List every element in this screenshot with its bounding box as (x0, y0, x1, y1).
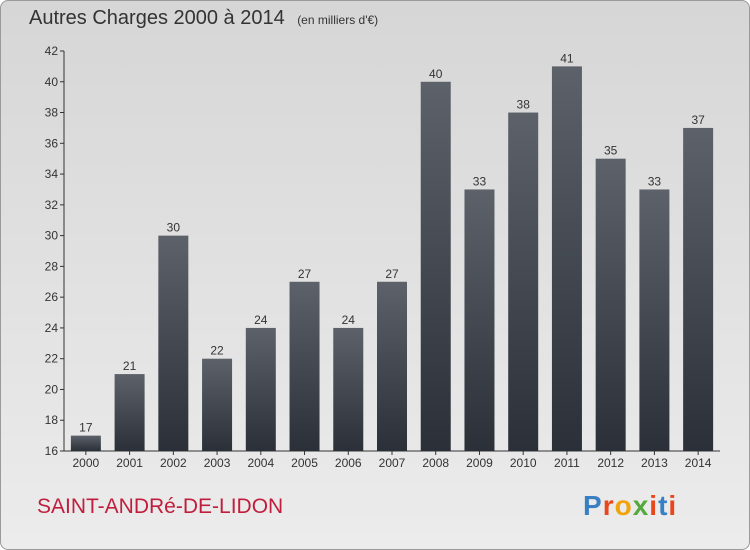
commune-name: SAINT-ANDRé-DE-LIDON (37, 495, 284, 518)
bar-2002 (158, 235, 189, 451)
bar-2004 (245, 327, 276, 451)
x-tick-label-2002: 2002 (160, 456, 187, 470)
data-label-2014: 37 (691, 113, 705, 127)
bar-2010 (508, 112, 539, 452)
data-labels: 17 21 30 22 24 27 24 27 40 33 38 41 35 33 37 (79, 51, 705, 434)
data-label-2012: 35 (604, 144, 618, 158)
x-tick-label-2003: 2003 (204, 456, 231, 470)
chart-subtitle: (en milliers d'€) (297, 13, 379, 27)
bar-2007 (377, 281, 407, 451)
bar-2011 (551, 66, 582, 451)
bar-2009 (464, 189, 495, 451)
brand-letter: x (632, 490, 650, 521)
bar-2005 (289, 281, 320, 451)
x-tick-label-2014: 2014 (685, 456, 712, 470)
bar-2003 (202, 358, 233, 451)
y-tick-label: 16 (45, 444, 59, 458)
data-label-2011: 41 (560, 51, 574, 65)
bar-2014 (683, 127, 714, 451)
data-label-2009: 33 (473, 174, 487, 188)
y-tick-label: 34 (45, 167, 59, 181)
x-tick-label-2005: 2005 (291, 456, 318, 470)
data-label-2003: 22 (210, 344, 224, 358)
bar-2012 (595, 158, 626, 451)
y-tick-label: 24 (45, 321, 59, 335)
x-tick-label-2007: 2007 (379, 456, 406, 470)
chart-title: Autres Charges 2000 à 2014 (29, 7, 285, 29)
bar-2000 (70, 435, 101, 451)
x-tick-label-2012: 2012 (597, 456, 624, 470)
bars (70, 66, 714, 452)
x-axis: 2000 2001 2002 2003 2004 2005 2006 2007 2008 2009… (73, 451, 712, 470)
y-tick-label: 26 (45, 290, 59, 304)
bar-2006 (333, 327, 364, 451)
data-label-2010: 38 (517, 98, 531, 112)
x-tick-label-2006: 2006 (335, 456, 362, 470)
data-label-2013: 33 (648, 174, 662, 188)
x-tick-label-2008: 2008 (422, 456, 449, 470)
proxiti-logo: Proxiti (583, 490, 677, 522)
brand-letter: i (649, 490, 659, 521)
y-tick-label: 30 (45, 229, 59, 243)
data-label-2001: 21 (123, 359, 137, 373)
data-label-2006: 24 (342, 313, 356, 327)
x-tick-label-2009: 2009 (466, 456, 493, 470)
brand-letter: t (658, 490, 669, 521)
y-tick-label: 28 (45, 259, 59, 273)
data-label-2007: 27 (385, 267, 399, 281)
brand-letter: o (614, 490, 633, 521)
data-label-2002: 30 (167, 221, 181, 235)
x-tick-label-2010: 2010 (510, 456, 537, 470)
x-tick-label-2001: 2001 (116, 456, 143, 470)
bar-2008 (420, 81, 451, 452)
data-label-2008: 40 (429, 67, 443, 81)
x-tick-label-2011: 2011 (554, 456, 580, 470)
y-tick-label: 38 (45, 106, 59, 120)
bar-2013 (639, 189, 670, 451)
x-tick-label-2004: 2004 (247, 456, 274, 470)
title-row: Autres Charges 2000 à 2014 (en milliers … (29, 7, 378, 30)
y-tick-label: 36 (45, 136, 59, 150)
data-label-2005: 27 (298, 267, 312, 281)
y-tick-label: 20 (45, 382, 59, 396)
y-tick-label: 40 (45, 75, 59, 89)
y-tick-label: 22 (45, 352, 59, 366)
y-tick-label: 32 (45, 198, 59, 212)
brand-letter: r (602, 490, 615, 521)
brand-letter: P (583, 490, 603, 521)
x-tick-label-2000: 2000 (73, 456, 100, 470)
x-tick-label-2013: 2013 (641, 456, 668, 470)
bar-2001 (114, 374, 145, 451)
data-label-2004: 24 (254, 313, 268, 327)
brand-letter: i (668, 490, 678, 521)
y-tick-label: 18 (45, 413, 59, 427)
y-tick-label: 42 (45, 44, 59, 58)
data-label-2000: 17 (79, 421, 93, 435)
